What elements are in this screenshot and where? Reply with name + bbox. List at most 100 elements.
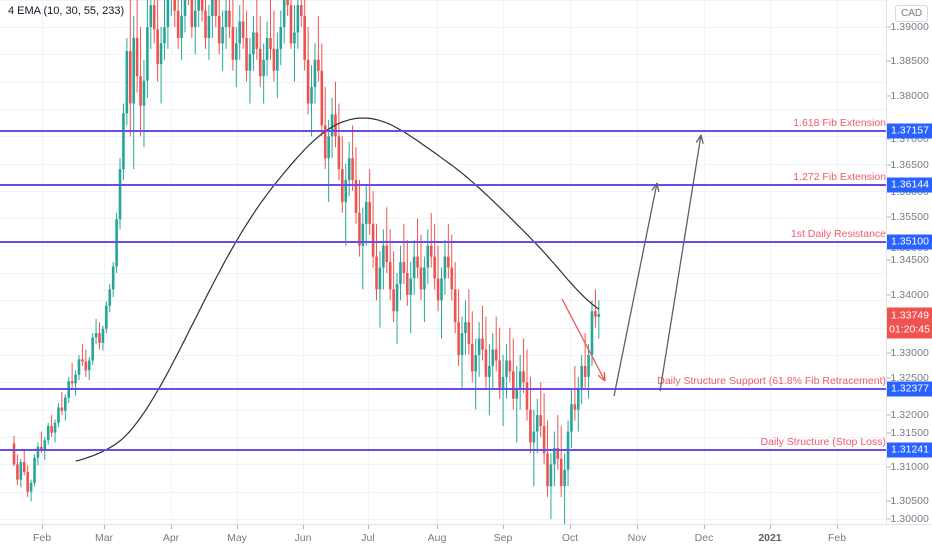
candle-body bbox=[46, 426, 50, 441]
candle-body bbox=[269, 37, 272, 49]
time-axis[interactable]: Feb Mar Apr May Jun Jul Aug Sep Oct Nov Dec 2021 Feb bbox=[0, 524, 932, 550]
candle-body bbox=[382, 245, 385, 268]
current-price-badge[interactable]: 1.33749 bbox=[887, 307, 932, 325]
price-tickmark bbox=[887, 216, 891, 218]
price-level-line-fib-1618[interactable] bbox=[0, 130, 886, 132]
candle-body bbox=[354, 180, 358, 213]
candle-body bbox=[351, 158, 354, 181]
bullish-projection-arrow-1[interactable] bbox=[613, 182, 660, 397]
level-price-badge[interactable]: 1.36144 bbox=[887, 177, 932, 193]
candle-body bbox=[122, 113, 125, 170]
projection-arrows[interactable] bbox=[0, 0, 886, 524]
candle-body bbox=[535, 415, 539, 432]
candle-body bbox=[498, 360, 501, 388]
bearish-projection-arrow[interactable] bbox=[561, 298, 606, 382]
price-tick-label: 1.36500 bbox=[890, 159, 929, 171]
gridline bbox=[0, 54, 886, 55]
candle-body bbox=[146, 27, 149, 81]
candle-body bbox=[323, 125, 327, 159]
time-tickmark bbox=[704, 525, 705, 529]
gridline bbox=[0, 355, 886, 356]
candle-body bbox=[491, 349, 495, 366]
candle-body bbox=[378, 267, 382, 290]
price-level-line-fib-1272[interactable] bbox=[0, 184, 886, 186]
time-tick-label: Feb bbox=[32, 532, 52, 544]
candle-body bbox=[484, 349, 488, 377]
candle-body bbox=[84, 361, 88, 371]
candle-body bbox=[135, 37, 139, 77]
gridline-vertical bbox=[570, 0, 571, 524]
price-tickmark bbox=[887, 377, 891, 379]
candle-body bbox=[488, 365, 491, 377]
candle-body bbox=[542, 426, 546, 454]
candle-body bbox=[248, 54, 252, 71]
candle-body bbox=[142, 80, 146, 106]
price-tickmark bbox=[887, 294, 891, 296]
candle-body bbox=[587, 355, 590, 377]
candle-body bbox=[245, 37, 248, 71]
bullish-projection-arrow-2[interactable] bbox=[659, 134, 704, 392]
candle-body bbox=[388, 262, 392, 290]
candle-body bbox=[180, 16, 183, 38]
candle-body bbox=[221, 27, 224, 44]
candle-body bbox=[457, 322, 460, 355]
gridline bbox=[0, 164, 886, 165]
candle-body bbox=[197, 0, 200, 11]
candle-body bbox=[361, 223, 365, 246]
candle-body bbox=[50, 426, 53, 433]
candle-body bbox=[108, 289, 112, 306]
candle-body bbox=[91, 337, 94, 361]
candle-body bbox=[16, 464, 19, 480]
indicator-legend[interactable]: 4 EMA (10, 30, 55, 233) bbox=[8, 5, 125, 17]
candle-body bbox=[176, 10, 180, 38]
price-tickmark bbox=[887, 138, 891, 140]
candle-body bbox=[406, 273, 409, 295]
candle-body bbox=[594, 311, 597, 317]
plot-area[interactable]: 1.618 Fib Extension 1.272 Fib Extension 1s… bbox=[0, 0, 886, 524]
gridline-vertical bbox=[770, 0, 771, 524]
gridline-vertical bbox=[837, 0, 838, 524]
price-tick-label: 1.31000 bbox=[890, 461, 929, 473]
candle-body bbox=[217, 16, 221, 44]
gridline-vertical bbox=[171, 0, 172, 524]
price-level-line-daily-structure-support[interactable] bbox=[0, 388, 886, 390]
time-tickmark bbox=[303, 525, 304, 529]
candle-body bbox=[43, 440, 47, 451]
candle-body bbox=[70, 381, 74, 384]
level-price-badge[interactable]: 1.31241 bbox=[887, 442, 932, 458]
level-price-badge[interactable]: 1.35100 bbox=[887, 234, 932, 250]
candle-body bbox=[29, 482, 33, 492]
candle-body bbox=[395, 283, 399, 312]
candle-body bbox=[443, 256, 447, 279]
price-tickmark bbox=[887, 352, 891, 354]
candle-body bbox=[159, 43, 163, 65]
gridline-vertical bbox=[503, 0, 504, 524]
candle-body bbox=[255, 32, 259, 49]
time-tick-label: Sep bbox=[493, 532, 513, 544]
price-tickmark bbox=[887, 259, 891, 261]
candle-body bbox=[265, 37, 269, 60]
gridline-vertical bbox=[368, 0, 369, 524]
candle-body bbox=[429, 245, 433, 257]
time-tickmark bbox=[171, 525, 172, 529]
bar-countdown-badge[interactable]: 01:20:45 bbox=[887, 321, 932, 339]
time-tick-label: Apr bbox=[162, 532, 180, 544]
price-level-line-daily-resistance-1[interactable] bbox=[0, 241, 886, 243]
candle-body bbox=[501, 376, 505, 388]
axis-separator bbox=[886, 0, 887, 524]
price-tickmark bbox=[887, 466, 891, 468]
level-price-badge[interactable]: 1.37157 bbox=[887, 123, 932, 139]
candle-body bbox=[183, 0, 187, 17]
price-level-line-daily-structure-stop-loss[interactable] bbox=[0, 449, 886, 451]
candle-body bbox=[563, 469, 566, 487]
level-price-badge[interactable]: 1.32377 bbox=[887, 381, 932, 397]
gridline-vertical bbox=[704, 0, 705, 524]
candle-body bbox=[440, 278, 443, 301]
price-axis[interactable]: 1.390001.385001.380001.375001.370001.365… bbox=[886, 0, 932, 525]
ema-line bbox=[75, 117, 600, 462]
candle-body bbox=[238, 21, 242, 44]
time-tick-label: 2021 bbox=[758, 532, 782, 544]
price-tickmark bbox=[887, 500, 891, 502]
price-tick-label: 1.32500 bbox=[890, 372, 929, 384]
